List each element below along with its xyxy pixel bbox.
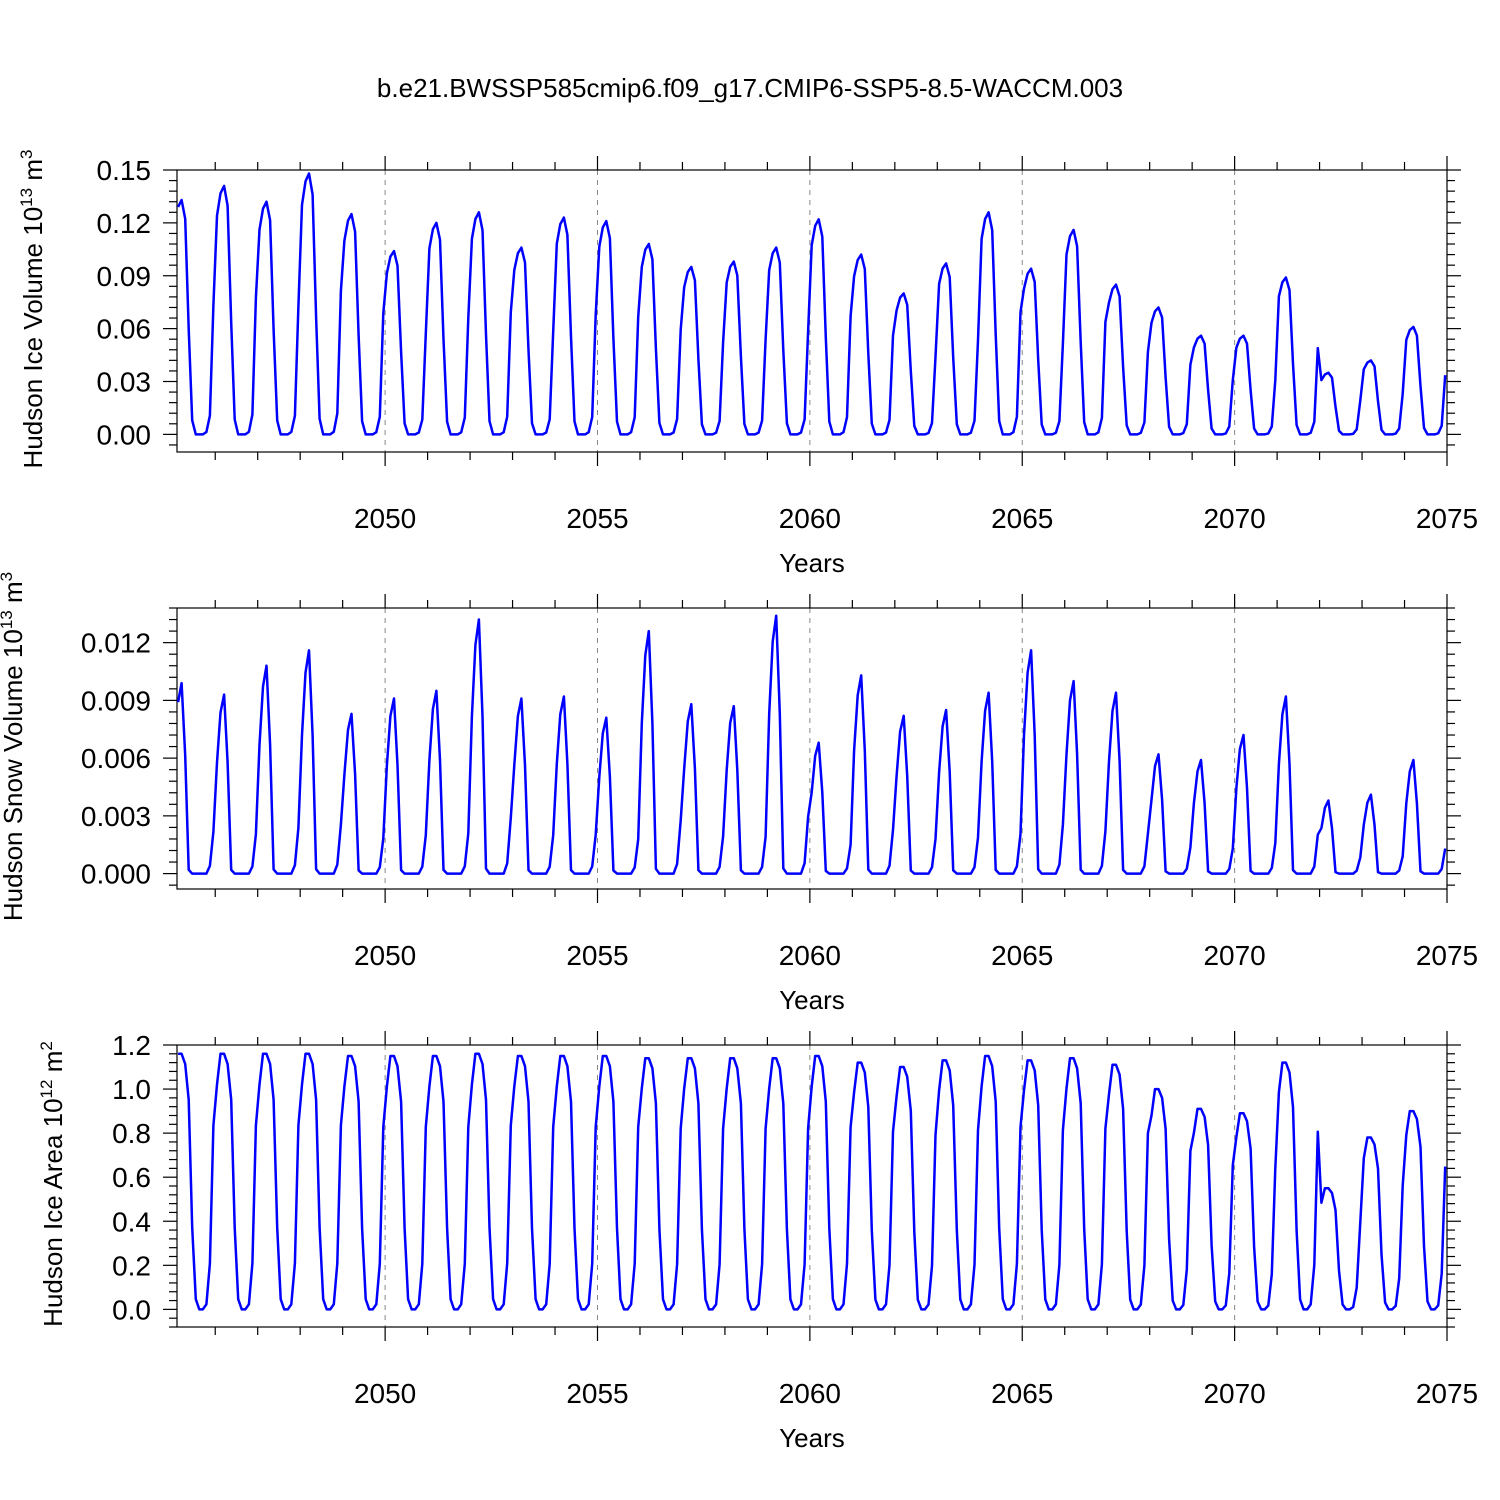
x-tick-label: 2065 — [991, 1378, 1053, 1409]
x-tick-label: 2050 — [354, 940, 416, 971]
x-tick-label: 2050 — [354, 503, 416, 534]
y-tick-label: 0.15 — [97, 155, 152, 186]
y-axis-label-unit: m — [18, 159, 48, 188]
y-axis-label-exponent: 12 — [37, 1080, 56, 1099]
x-axis-label: Years — [779, 548, 845, 578]
y-axis-label-main: Hudson Ice Volume 10 — [18, 207, 48, 469]
x-tick-label: 2075 — [1416, 1378, 1478, 1409]
x-tick-label: 2055 — [566, 940, 628, 971]
y-axis-label-exponent: 13 — [0, 610, 16, 629]
panel-ice-area: 2050 2055 2060 2065 2070 2075 0.0 0.2 0.4 0.6 0.8 1… — [37, 1030, 1478, 1453]
y-tick-label: 0.09 — [97, 261, 152, 292]
y-axis-label-main: Hudson Snow Volume 10 — [0, 629, 28, 921]
panel-ice-volume: 2050 2055 2060 2065 2070 2075 0.00 0.03 0.06 0.09… — [17, 150, 1478, 578]
y-tick-label: 0.8 — [112, 1118, 151, 1149]
x-tick-label: 2075 — [1416, 503, 1478, 534]
x-tick-label: 2065 — [991, 503, 1053, 534]
panel-snow-volume: 2050 2055 2060 2065 2070 2075 0.000 0.003 0.006 0… — [0, 572, 1478, 1015]
y-axis-label-unit-exponent: 3 — [0, 572, 16, 581]
x-tick-label: 2060 — [779, 1378, 841, 1409]
y-tick-label: 1.0 — [112, 1074, 151, 1105]
ice-area-series-line — [178, 1052, 1447, 1311]
x-tick-label: 2070 — [1203, 1378, 1265, 1409]
x-axis-label: Years — [779, 985, 845, 1015]
y-axis-label-unit: m — [38, 1051, 68, 1080]
y-axis-label-unit-exponent: 2 — [37, 1041, 56, 1050]
y-tick-label: 0.0 — [112, 1294, 151, 1325]
y-tick-label: 0.006 — [81, 743, 151, 774]
x-tick-label: 2060 — [779, 503, 841, 534]
snow-volume-series-line — [176, 614, 1447, 875]
figure-title: b.e21.BWSSP585cmip6.f09_g17.CMIP6-SSP5-8… — [377, 73, 1123, 103]
x-tick-label: 2075 — [1416, 940, 1478, 971]
y-axis-label: Hudson Ice Volume 1013 m3 — [17, 150, 48, 469]
x-tick-label: 2050 — [354, 1378, 416, 1409]
y-axis-label-unit: m — [0, 581, 28, 610]
y-tick-label: 0.009 — [81, 685, 151, 716]
x-tick-label: 2060 — [779, 940, 841, 971]
y-axis-label-main: Hudson Ice Area 10 — [38, 1098, 68, 1326]
plot-frame — [176, 169, 1448, 453]
y-tick-label: 0.00 — [97, 419, 152, 450]
y-tick-label: 0.000 — [81, 859, 151, 890]
y-tick-label: 0.2 — [112, 1250, 151, 1281]
x-tick-label: 2070 — [1203, 940, 1265, 971]
y-tick-label: 0.03 — [97, 367, 152, 398]
x-tick-label: 2065 — [991, 940, 1053, 971]
y-axis-label: Hudson Ice Area 1012 m2 — [37, 1041, 68, 1327]
x-axis-label: Years — [779, 1423, 845, 1453]
plot-frame — [176, 607, 1448, 890]
x-tick-label: 2055 — [566, 503, 628, 534]
y-axis-label-exponent: 13 — [17, 188, 36, 207]
y-tick-label: 0.012 — [81, 628, 151, 659]
y-axis-label-unit-exponent: 3 — [17, 150, 36, 159]
ice-volume-series-line — [176, 172, 1447, 436]
y-tick-label: 0.12 — [97, 208, 152, 239]
plot-frame — [176, 1044, 1448, 1328]
y-tick-label: 0.4 — [112, 1206, 151, 1237]
y-tick-label: 0.6 — [112, 1162, 151, 1193]
x-tick-label: 2055 — [566, 1378, 628, 1409]
y-axis-label: Hudson Snow Volume 1013 m3 — [0, 572, 28, 921]
x-tick-label: 2070 — [1203, 503, 1265, 534]
y-tick-label: 1.2 — [112, 1030, 151, 1061]
y-tick-label: 0.003 — [81, 801, 151, 832]
y-tick-label: 0.06 — [97, 314, 152, 345]
